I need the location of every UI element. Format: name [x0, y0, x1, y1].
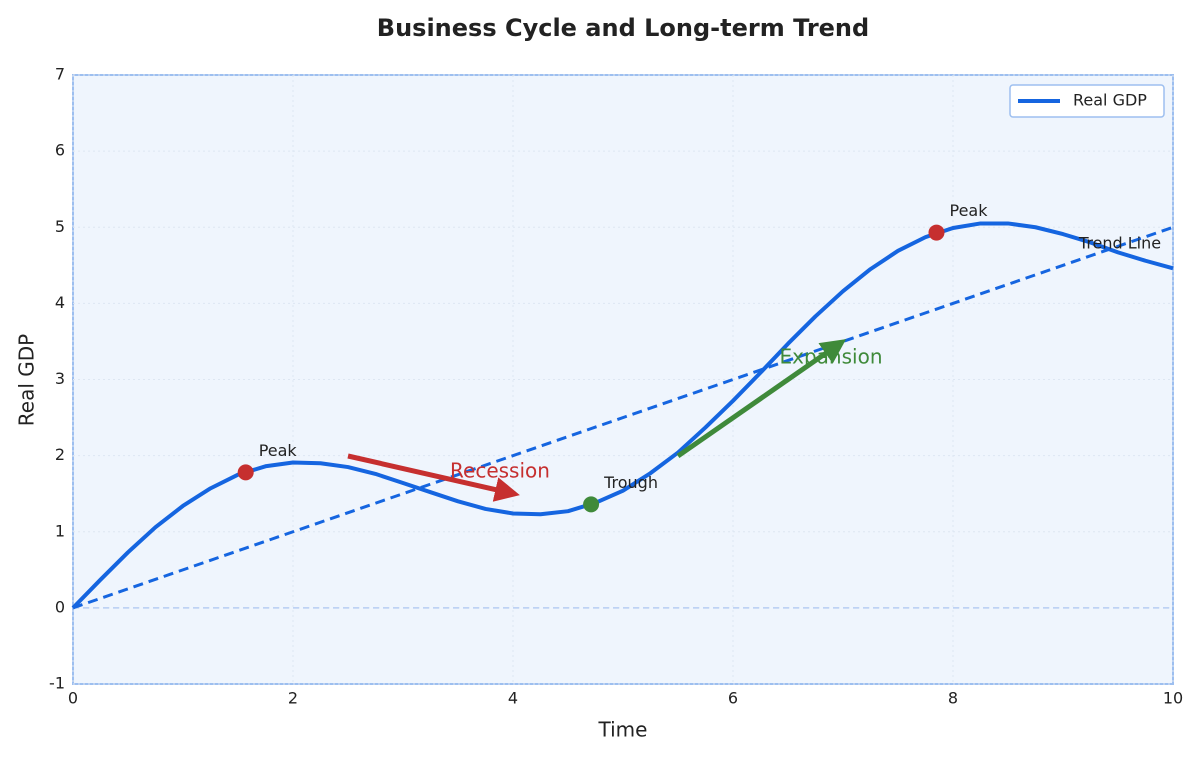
y-tick-label: 1	[55, 521, 65, 540]
phase-label: Recession	[450, 459, 550, 483]
phase-arrow	[347, 453, 520, 502]
y-tick-label: 5	[55, 217, 65, 236]
x-tick-label: 8	[948, 689, 958, 708]
trend-label: Trend Line	[1078, 234, 1161, 253]
x-tick-label: 0	[68, 689, 78, 708]
x-axis-label: Time	[598, 718, 648, 742]
point-marker	[928, 224, 945, 241]
y-tick-label: 3	[55, 369, 65, 388]
phase-label: Expansion	[780, 345, 883, 369]
x-tick-label: 2	[288, 689, 298, 708]
legend-box	[1009, 84, 1165, 118]
x-tick-label: 10	[1163, 689, 1183, 708]
y-axis-label: Real GDP	[15, 334, 39, 426]
y-tick-label: 0	[55, 597, 65, 616]
chart-title: Business Cycle and Long-term Trend	[377, 14, 869, 42]
y-tick-label: 4	[55, 293, 65, 312]
point-label: Peak	[259, 441, 298, 460]
y-tick-label: 7	[55, 65, 65, 84]
x-tick-label: 6	[728, 689, 738, 708]
line	[71, 221, 1174, 610]
legend-label: Real GDP	[1073, 91, 1147, 110]
y-tick-label: 6	[55, 141, 65, 160]
y-tick-label: 2	[55, 445, 65, 464]
point-marker	[583, 496, 600, 513]
y-tick-label: -1	[49, 674, 65, 693]
point-label: Peak	[950, 201, 989, 220]
point-marker	[237, 464, 254, 481]
point-label: Trough	[603, 473, 658, 492]
phase-arrow	[676, 339, 847, 459]
x-tick-label: 4	[508, 689, 518, 708]
trend-line	[72, 225, 1174, 610]
